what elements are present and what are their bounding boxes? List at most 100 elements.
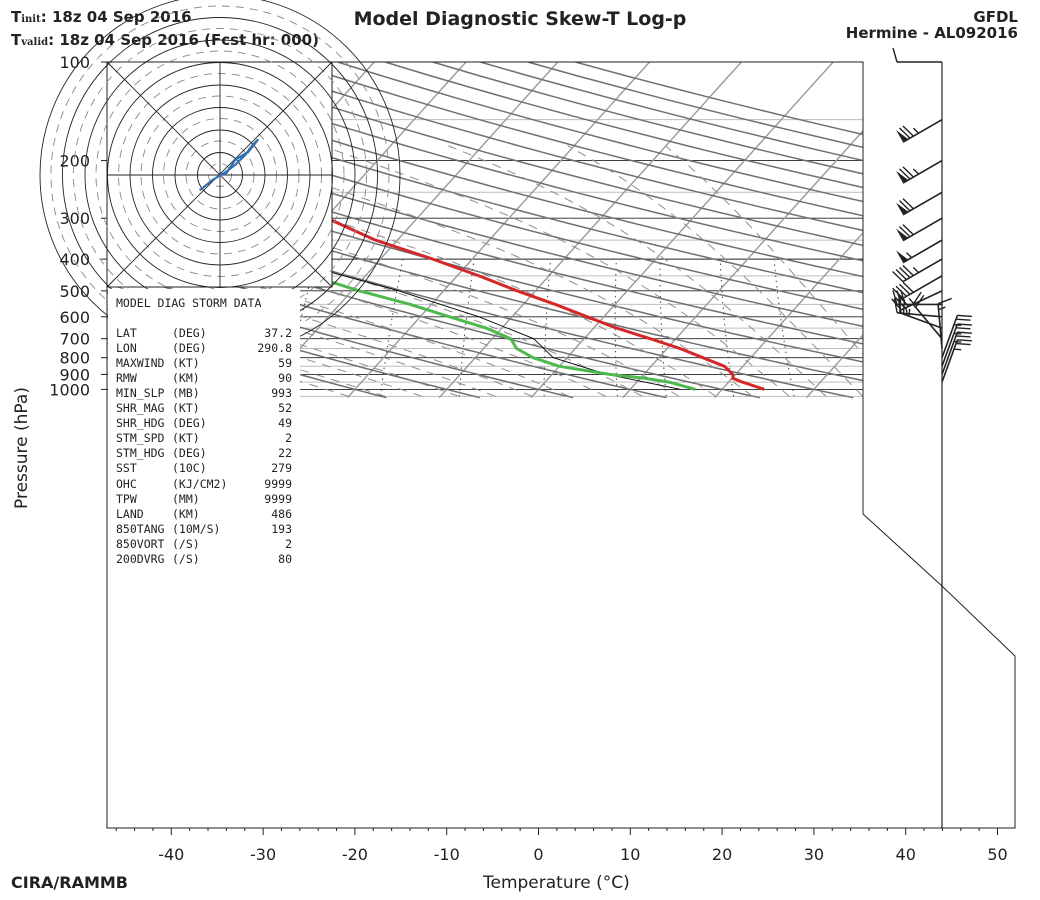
storm-data-row: 850TANG (10M/S) 193 xyxy=(116,522,292,537)
dry-adiabat xyxy=(107,62,854,399)
valid-label: T xyxy=(11,31,22,49)
y-tick-label: 1000 xyxy=(49,380,90,399)
storm-data-value: 290.8 xyxy=(257,341,292,356)
storm-data-unit: (KJ/CM2) xyxy=(172,476,228,491)
y-tick-label: 300 xyxy=(59,209,90,228)
storm-data-value: 279 xyxy=(271,461,292,476)
moist-adiabat xyxy=(447,145,827,397)
barb-flag xyxy=(892,270,904,283)
barb-flag xyxy=(957,339,972,342)
y-tick-label: 700 xyxy=(59,330,90,349)
barb-pennant xyxy=(896,130,909,143)
storm-data-row: MAXWIND (KT) 59 xyxy=(116,356,292,371)
x-tick-label: -40 xyxy=(158,845,184,864)
storm-data-name: LON xyxy=(116,341,137,356)
storm-data-row: LON (DEG) 290.8 xyxy=(116,341,292,356)
dry-adiabat xyxy=(107,62,760,399)
dry-adiabat xyxy=(107,62,1015,399)
storm-data-value: 2 xyxy=(285,536,292,551)
hodograph-trace xyxy=(198,138,260,192)
storm-data-unit: (10C) xyxy=(172,461,207,476)
storm-data-row: LAND (KM) 486 xyxy=(116,507,292,522)
storm-data-name: RMW xyxy=(116,371,137,386)
y-tick-label: 100 xyxy=(59,53,90,72)
storm-data-value: 9999 xyxy=(264,491,292,506)
barb-staff xyxy=(900,290,943,311)
storm-data-name: 850VORT xyxy=(116,536,165,551)
barb-flag xyxy=(957,331,972,334)
moist-adiabat xyxy=(567,145,864,397)
wind-barb xyxy=(899,298,943,329)
storm-data-unit: (/S) xyxy=(172,551,200,566)
init-label: T xyxy=(11,8,22,26)
storm-data-value: 59 xyxy=(278,356,292,371)
storm-data-value: 193 xyxy=(271,521,292,536)
x-tick-label: 30 xyxy=(804,845,824,864)
storm-data-value: 52 xyxy=(278,401,292,416)
barb-flag xyxy=(899,226,911,238)
storm-data-name: TPW xyxy=(116,491,137,506)
barb-half-flag xyxy=(938,306,946,311)
wind-barb xyxy=(941,339,972,383)
y-tick-label: 600 xyxy=(59,308,90,327)
storm-data-row: OHC (KJ/CM2) 9999 xyxy=(116,477,292,492)
storm-data-row: SHR_MAG (KT) 52 xyxy=(116,401,292,416)
wind-barb xyxy=(892,258,943,283)
storm-data-name: STM_HDG xyxy=(116,446,165,461)
storm-data-name: OHC xyxy=(116,476,137,491)
barb-flag xyxy=(902,224,914,236)
x-tick-label: -20 xyxy=(342,845,368,864)
storm-data-unit: (10M/S) xyxy=(172,521,221,536)
dry-adiabat xyxy=(194,62,1015,399)
barb-flag xyxy=(902,166,914,178)
moist-adiabat xyxy=(321,145,790,397)
x-tick-label: -30 xyxy=(250,845,276,864)
moist-adiabat xyxy=(107,145,570,397)
y-tick-label: 200 xyxy=(59,152,90,171)
storm-data-row: SST (10C) 279 xyxy=(116,461,292,476)
hodograph xyxy=(39,0,401,356)
init-time: Tinit: 18z 04 Sep 2016 xyxy=(11,8,192,26)
barb-pennant xyxy=(896,202,909,215)
wind-barb xyxy=(896,239,943,264)
storm-data-name: SHR_MAG xyxy=(116,401,165,416)
barb-flag xyxy=(893,298,898,313)
x-tick-label: 50 xyxy=(987,845,1007,864)
storm-data-name: MIN_SLP xyxy=(116,386,165,401)
wind-barb xyxy=(896,191,943,216)
barb-flag xyxy=(892,47,898,63)
storm-data-value: 80 xyxy=(278,551,292,566)
y-axis-label: Pressure (hPa) xyxy=(12,387,32,509)
barb-half-flag xyxy=(912,267,920,274)
barb-staff xyxy=(902,239,943,264)
valid-time: Tvalid: 18z 04 Sep 2016 (Fcst hr: 000) xyxy=(11,31,319,49)
wind-barb xyxy=(892,47,942,63)
storm-data-name: STM_SPD xyxy=(116,431,165,446)
storm-data-unit: (KM) xyxy=(172,371,200,386)
storm-data-unit: (DEG) xyxy=(172,446,207,461)
barb-flag xyxy=(899,200,911,212)
credit: CIRA/RAMMB xyxy=(11,873,128,892)
storm-data-box: MODEL DIAG STORM DATA LAT (DEG) 37.2 LON (DE… xyxy=(108,289,300,572)
barb-flag xyxy=(955,318,971,321)
model-name: GFDL xyxy=(973,8,1018,26)
storm-name: Hermine - AL092016 xyxy=(845,24,1018,42)
barb-pennant xyxy=(896,250,909,263)
storm-data-name: LAT xyxy=(116,326,137,340)
wind-barb xyxy=(896,217,943,242)
storm-data-row: RMW (KM) 90 xyxy=(116,371,292,386)
barb-staff xyxy=(941,339,959,383)
x-axis-label: Temperature (°C) xyxy=(483,873,630,893)
storm-data-row: SHR_HDG (DEG) 49 xyxy=(116,416,292,431)
isotherm xyxy=(530,62,834,399)
barb-flag xyxy=(902,198,914,210)
storm-data-value: 49 xyxy=(278,416,292,431)
barb-flag xyxy=(899,127,911,139)
hodograph-ring-minor xyxy=(95,50,345,300)
storm-data-row: STM_HDG (DEG) 22 xyxy=(116,446,292,461)
moist-adiabat xyxy=(113,145,717,397)
dry-adiabat xyxy=(337,62,1015,399)
isotherm xyxy=(622,62,926,399)
storm-data-value: 90 xyxy=(278,371,292,386)
barb-flag xyxy=(902,264,914,277)
